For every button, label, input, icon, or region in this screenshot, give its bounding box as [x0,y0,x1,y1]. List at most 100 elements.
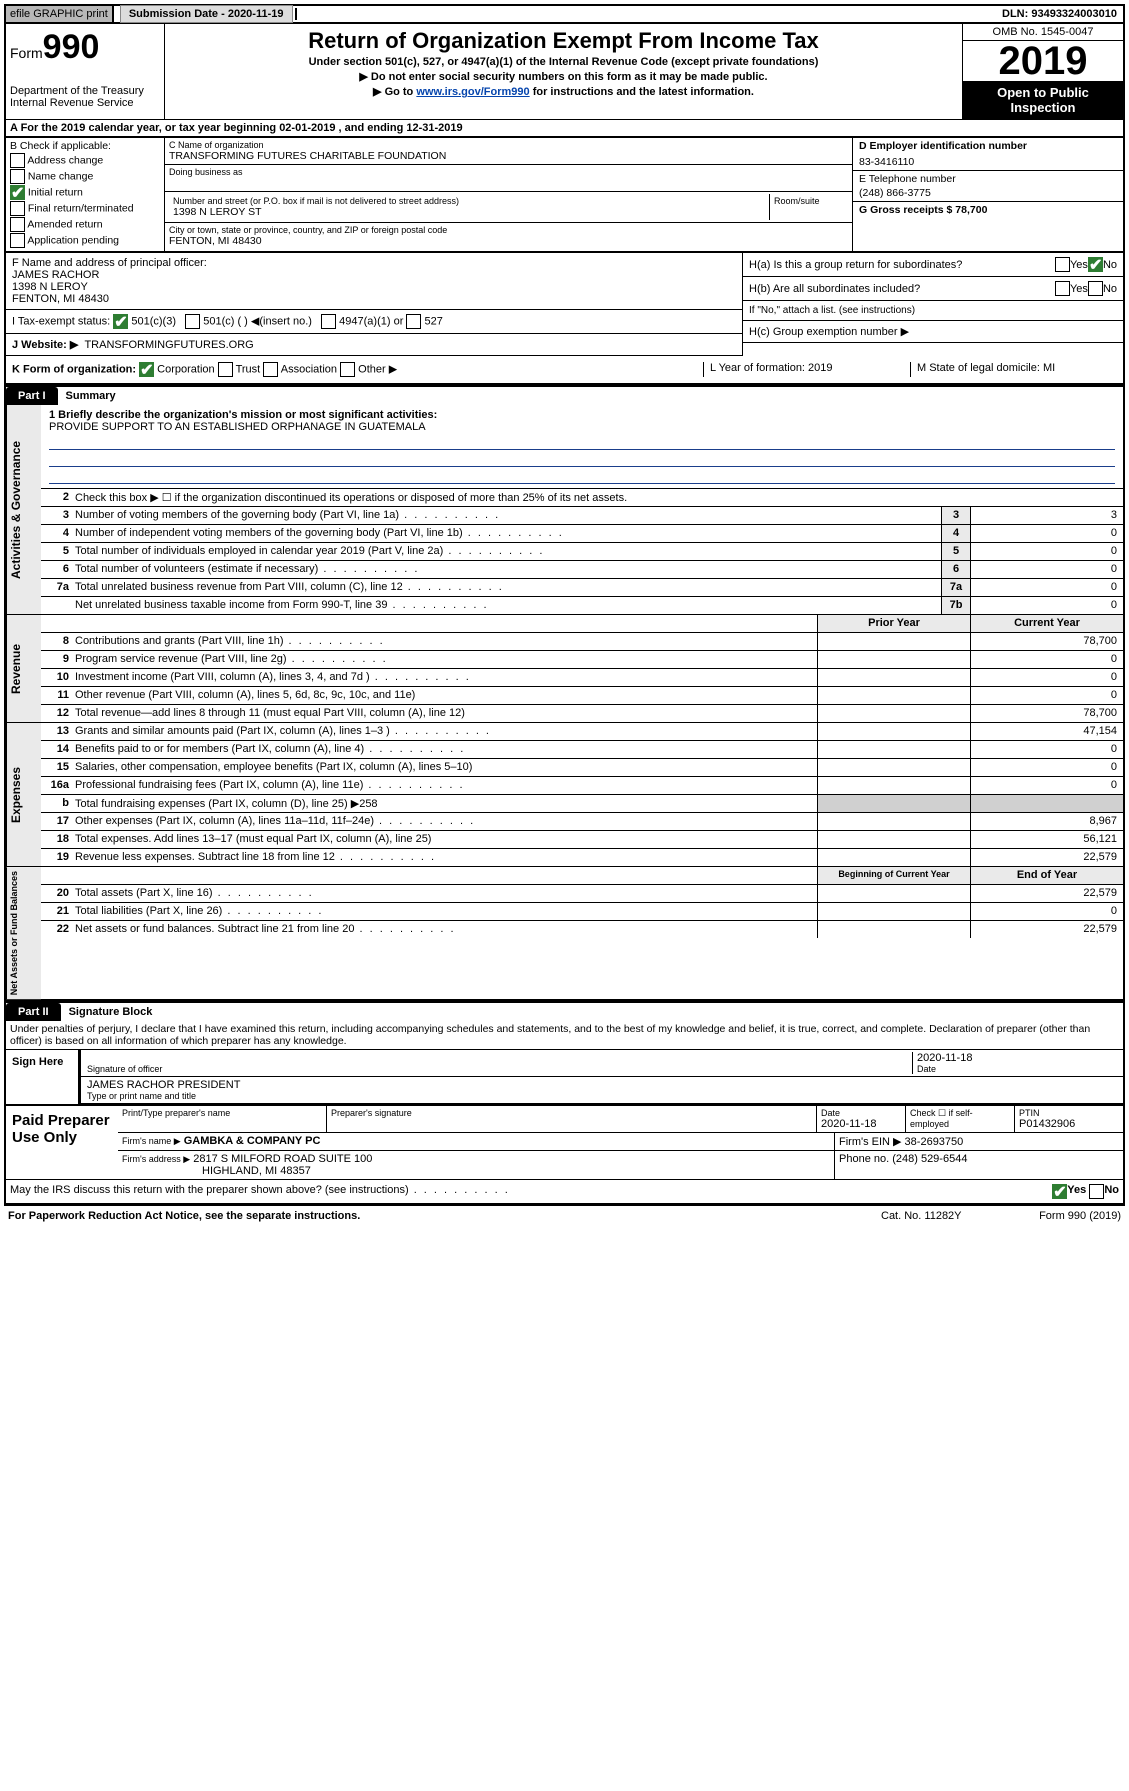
val6: 0 [970,561,1123,578]
tax-year: 2019 [963,41,1123,81]
gross-receipts: G Gross receipts $ 78,700 [859,204,987,216]
ha-yes[interactable] [1055,257,1070,272]
name-change-check[interactable]: Name change [10,169,160,184]
typed-name: JAMES RACHOR PRESIDENT [87,1079,1117,1091]
line17: Other expenses (Part IX, column (A), lin… [73,813,817,830]
line19: Revenue less expenses. Subtract line 18 … [73,849,817,866]
year-formation: L Year of formation: 2019 [703,362,910,377]
form-footer: Form 990 (2019) [1001,1210,1121,1222]
row-j: J Website: ▶ TRANSFORMINGFUTURES.ORG [6,334,742,356]
rev-tab: Revenue [6,615,41,722]
goto-note: Go to www.irs.gov/Form990 for instructio… [173,85,954,98]
open-public: Open to PublicInspection [963,81,1123,119]
val5: 0 [970,543,1123,560]
discuss-yes-check[interactable] [1052,1184,1067,1199]
firm-phone: Phone no. (248) 529-6544 [835,1151,1123,1179]
self-emp-check[interactable]: Check ☐ if self-employed [906,1106,1015,1132]
phone-label: E Telephone number [859,173,1117,185]
pending-check[interactable]: Application pending [10,233,160,248]
dept-irs: Internal Revenue Service [10,97,160,109]
val15: 0 [970,759,1123,776]
line15: Salaries, other compensation, employee b… [73,759,817,776]
initial-return-check[interactable]: Initial return [10,185,160,200]
efile-label: efile GRAPHIC print [6,6,114,22]
corp-check[interactable] [139,362,154,377]
discuss-no-check[interactable] [1089,1184,1104,1199]
part2-header: Part IISignature Block [4,1001,1125,1021]
mission-text: PROVIDE SUPPORT TO AN ESTABLISHED ORPHAN… [49,421,1115,433]
line11: Other revenue (Part VIII, column (A), li… [73,687,817,704]
exp-tab: Expenses [6,723,41,866]
line6: Total number of volunteers (estimate if … [73,561,941,578]
val4: 0 [970,525,1123,542]
submission-date-btn[interactable]: Submission Date - 2020-11-19 [120,5,293,23]
sig-date1: 2020-11-18 [917,1052,1117,1064]
hb-no[interactable] [1088,281,1103,296]
hb-yes[interactable] [1055,281,1070,296]
val13: 47,154 [970,723,1123,740]
part1-body: Activities & Governance 1 Briefly descri… [4,405,1125,1001]
form-subtitle: Under section 501(c), 527, or 4947(a)(1)… [173,56,954,68]
ptin-value: P01432906 [1019,1118,1119,1130]
other-check[interactable] [340,362,355,377]
val9: 0 [970,651,1123,668]
row-k: K Form of organization: Corporation Trus… [4,356,1125,385]
line7b: Net unrelated business taxable income fr… [73,597,941,614]
irs-link[interactable]: www.irs.gov/Form990 [416,86,529,98]
ha-no[interactable] [1088,257,1103,272]
row-a-period: A For the 2019 calendar year, or tax yea… [4,119,1125,138]
amended-check[interactable]: Amended return [10,217,160,232]
val18: 56,121 [970,831,1123,848]
val7b: 0 [970,597,1123,614]
paperwork-notice: For Paperwork Reduction Act Notice, see … [8,1210,881,1222]
addr-change-check[interactable]: Address change [10,153,160,168]
state-domicile: M State of legal domicile: MI [910,362,1117,377]
ein-value: 83-3416110 [859,156,1117,168]
line18: Total expenses. Add lines 13–17 (must eq… [73,831,817,848]
officer-addr2: FENTON, MI 48430 [12,293,736,305]
val10: 0 [970,669,1123,686]
c-label: C Name of organization [169,140,848,150]
501c3-check[interactable] [113,314,128,329]
street-address: 1398 N LEROY ST [173,206,765,218]
officer-addr1: 1398 N LEROY [12,281,736,293]
ein-label: D Employer identification number [859,140,1027,152]
prior-year-hdr: Prior Year [817,615,970,632]
prep-name-hdr: Print/Type preparer's name [118,1106,327,1132]
line21: Total liabilities (Part X, line 26) [73,903,817,920]
room-label: Room/suite [774,196,844,206]
501c-check[interactable] [185,314,200,329]
sig-officer-label: Signature of officer [87,1064,912,1074]
assoc-check[interactable] [263,362,278,377]
val8: 78,700 [970,633,1123,650]
527-check[interactable] [406,314,421,329]
b-label: B Check if applicable: [10,140,160,152]
4947-check[interactable] [321,314,336,329]
line7a: Total unrelated business revenue from Pa… [73,579,941,596]
gov-tab: Activities & Governance [6,405,41,614]
line10: Investment income (Part VIII, column (A)… [73,669,817,686]
dept-treasury: Department of the Treasury [10,85,160,97]
officer-status-block: F Name and address of principal officer:… [4,253,1125,356]
f-label: F Name and address of principal officer: [12,257,736,269]
line5: Total number of individuals employed in … [73,543,941,560]
website-value: TRANSFORMINGFUTURES.ORG [84,339,253,351]
prep-date: 2020-11-18 [821,1118,901,1130]
end-year-hdr: End of Year [970,867,1123,884]
firm-name: GAMBKA & COMPANY PC [184,1135,321,1147]
val22: 22,579 [970,921,1123,938]
line16b: Total fundraising expenses (Part IX, col… [73,795,817,812]
val3: 3 [970,507,1123,524]
val11: 0 [970,687,1123,704]
line2: Check this box ▶ ☐ if the organization d… [73,489,1123,506]
line3: Number of voting members of the governin… [73,507,941,524]
dba-label: Doing business as [169,167,848,177]
line4: Number of independent voting members of … [73,525,941,542]
trust-check[interactable] [218,362,233,377]
dln-label: DLN: 93493324003010 [996,6,1123,22]
line9: Program service revenue (Part VIII, line… [73,651,817,668]
sign-here-label: Sign Here [6,1050,78,1104]
final-return-check[interactable]: Final return/terminated [10,201,160,216]
line13: Grants and similar amounts paid (Part IX… [73,723,817,740]
hb-note: If "No," attach a list. (see instruction… [743,301,1123,321]
